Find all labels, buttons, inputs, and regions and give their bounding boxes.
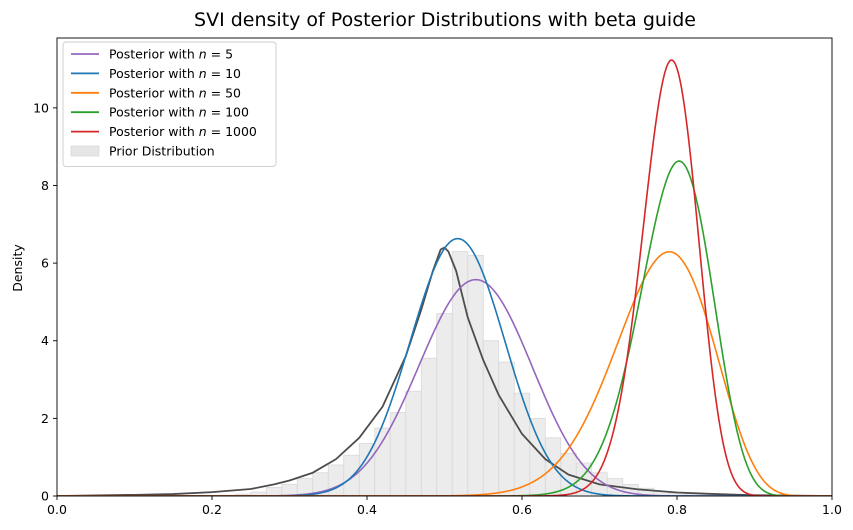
legend-frame — [62, 41, 277, 167]
histogram-bar — [513, 392, 531, 496]
histogram-bar — [265, 487, 283, 496]
histogram-bar — [498, 361, 515, 496]
histogram-bar — [327, 464, 345, 496]
x-tick-label: 0.6 — [512, 502, 532, 517]
legend-label-prior: Prior Distribution — [109, 144, 215, 159]
x-tick-label: 0.0 — [47, 502, 67, 517]
histogram-bar — [281, 483, 298, 496]
y-tick-label: 10 — [33, 100, 49, 115]
axes-frame — [56, 37, 833, 497]
series-line-1 — [57, 278, 832, 496]
y-tick-label: 0 — [41, 489, 49, 504]
x-tick-label: 0.8 — [667, 502, 687, 517]
histogram-bar — [405, 390, 422, 496]
x-tick-label: 0.4 — [357, 502, 377, 517]
legend-label: Posterior with n = 5 — [109, 47, 233, 62]
x-tick-label: 0.2 — [202, 502, 222, 517]
histogram-bar — [436, 313, 453, 496]
series-line-4 — [57, 160, 832, 496]
legend: Posterior with n = 5 Posterior with n = 1… — [62, 41, 277, 167]
legend-label: Posterior with n = 100 — [109, 105, 249, 120]
chart-title: SVI density of Posterior Distributions w… — [194, 9, 696, 31]
legend-label: Posterior with n = 50 — [109, 85, 241, 100]
x-tick-label: 1.0 — [822, 502, 842, 517]
y-tick-label: 2 — [41, 411, 49, 426]
legend-label: Posterior with n = 1000 — [109, 124, 257, 139]
legend-label: Posterior with n = 10 — [109, 66, 241, 81]
series-line-2 — [57, 237, 832, 496]
y-tick-label: 6 — [41, 256, 49, 271]
series-line-5 — [57, 59, 832, 496]
prior-histogram — [219, 251, 748, 496]
histogram-bar — [420, 357, 438, 496]
plot-area: 0.0 0.2 0.4 0.6 0.8 1.0 0 2 4 6 8 10 — [33, 37, 842, 517]
histogram-bar — [343, 454, 360, 496]
y-tick-label: 8 — [41, 178, 49, 193]
legend-swatch-prior — [70, 145, 100, 157]
y-axis-label: Density — [10, 244, 25, 292]
histogram-bar — [467, 254, 484, 496]
y-tick-label: 4 — [41, 333, 49, 348]
